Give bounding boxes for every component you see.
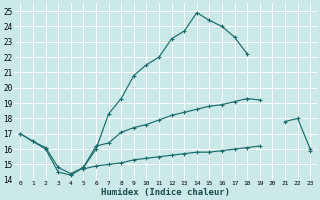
X-axis label: Humidex (Indice chaleur): Humidex (Indice chaleur) [101, 188, 230, 197]
